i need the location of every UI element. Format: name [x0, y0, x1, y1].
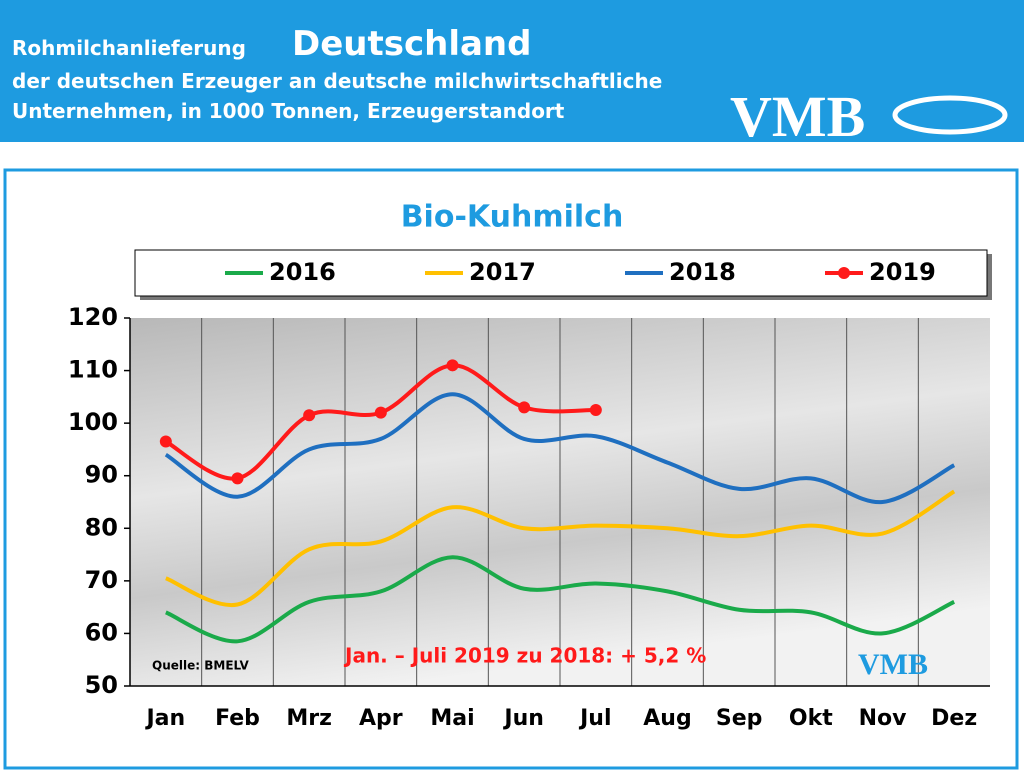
series-line — [164, 392, 956, 505]
series-line — [165, 489, 956, 608]
x-tick-label: Mai — [430, 706, 474, 731]
y-tick-label: 120 — [68, 303, 118, 331]
legend — [134, 249, 988, 297]
x-tick-label: Feb — [215, 706, 260, 731]
header-subtitle: der deutschen Erzeuger an deutsche milch… — [12, 69, 662, 93]
x-tick-label: Nov — [859, 706, 908, 731]
y-tick-label: 60 — [85, 618, 118, 646]
header-subtitle: Unternehmen, in 1000 Tonnen, Erzeugersta… — [12, 99, 565, 123]
legend-marker — [838, 267, 850, 279]
logo: VMB — [730, 84, 865, 149]
legend-label: 2016 — [269, 258, 336, 286]
source-note: Quelle: BMELV — [152, 659, 250, 673]
header-title-prefix: Rohmilchanlieferung — [12, 36, 246, 60]
x-tick-label: Apr — [359, 706, 403, 731]
series-marker — [159, 435, 172, 448]
x-tick-label: Jun — [502, 706, 544, 731]
series-line — [165, 555, 956, 644]
y-tick-label: 80 — [85, 513, 118, 541]
y-tick-label: 100 — [68, 408, 118, 436]
series-marker — [231, 472, 244, 485]
y-tick-label: 70 — [85, 566, 118, 594]
annotation: Jan. – Juli 2019 zu 2018: + 5,2 % — [343, 644, 706, 668]
x-tick-label: Jul — [578, 706, 611, 731]
series-marker — [589, 404, 602, 416]
legend-label: 2018 — [669, 258, 736, 286]
x-tick-label: Dez — [931, 706, 977, 731]
logo-swirl — [892, 95, 1008, 135]
y-tick-label: 90 — [85, 461, 118, 489]
series-marker — [303, 409, 316, 422]
series-marker — [374, 406, 387, 419]
series-marker — [518, 401, 531, 414]
y-tick-label: 110 — [68, 356, 118, 384]
y-tick-label: 50 — [85, 671, 118, 699]
legend-label: 2017 — [469, 258, 536, 286]
x-tick-label: Okt — [789, 706, 833, 731]
chart-title: Bio-Kuhmilch — [401, 200, 624, 235]
header-title-main: Deutschland — [292, 24, 531, 64]
series-marker — [446, 359, 459, 372]
x-tick-label: Aug — [643, 706, 691, 731]
x-tick-label: Mrz — [286, 706, 332, 731]
legend-label: 2019 — [869, 258, 936, 286]
header-band — [0, 0, 1024, 142]
logo-small: VMB — [858, 648, 928, 681]
x-tick-label: Jan — [144, 706, 185, 731]
x-tick-label: Sep — [716, 706, 763, 731]
